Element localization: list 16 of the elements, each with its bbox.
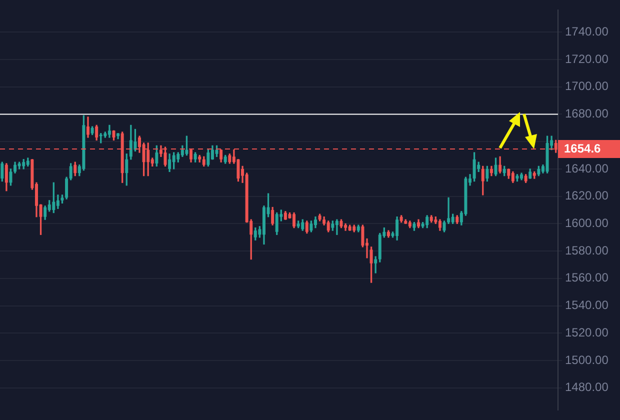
y-tick-label: 1480.00 — [565, 380, 609, 394]
y-tick-label: 1720.00 — [565, 52, 609, 66]
candlestick — [374, 256, 378, 274]
y-tick-label: 1500.00 — [565, 352, 609, 367]
y-tick-label: 1640.00 — [565, 161, 609, 176]
y-tick-label: 1680.00 — [565, 106, 609, 121]
ref-line-label: 1654.6 — [564, 141, 602, 156]
y-tick-label: 1620.00 — [565, 188, 609, 203]
y-tick-label: 1600.00 — [565, 216, 609, 230]
y-tick-label: 1700.00 — [565, 79, 609, 94]
y-tick-label: 1540.00 — [565, 298, 609, 312]
candlestick — [335, 219, 338, 235]
y-tick-label: 1520.00 — [565, 325, 609, 340]
y-tick-label: 1740.00 — [565, 24, 609, 38]
y-tick-label: 1560.00 — [565, 270, 609, 285]
y-tick-label: 1580.00 — [565, 243, 609, 258]
